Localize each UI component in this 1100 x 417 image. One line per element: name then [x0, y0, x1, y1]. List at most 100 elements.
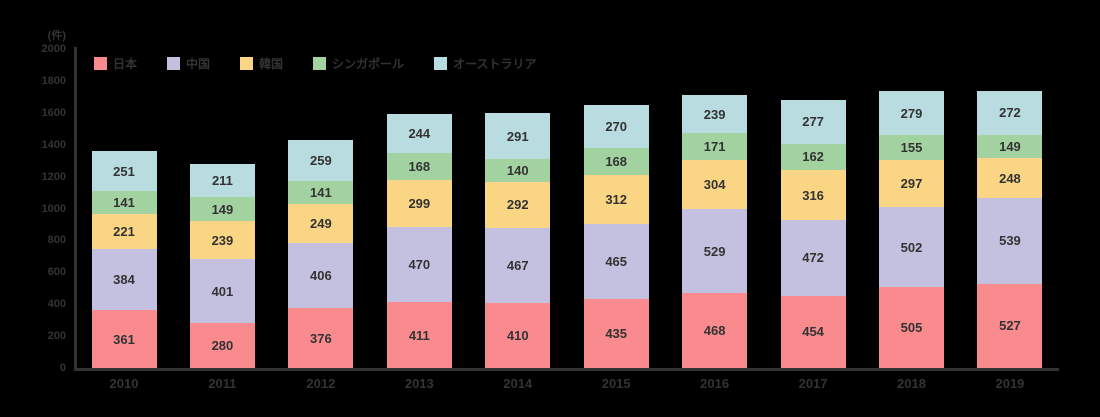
legend-swatch-icon [94, 57, 107, 70]
bar-segment-value: 376 [310, 330, 332, 346]
bar-segment-value: 162 [802, 149, 824, 165]
y-tick-label: 1800 [41, 74, 66, 87]
bar-segment: 248 [977, 158, 1043, 198]
x-tick-label: 2019 [995, 376, 1025, 391]
bar-segment: 527 [977, 283, 1043, 368]
bar-segment-value: 467 [506, 257, 529, 273]
bar-segment-value: 291 [506, 128, 529, 144]
bar-segment-value: 539 [999, 233, 1021, 249]
bar-segment-value: 239 [211, 232, 234, 248]
bar-segment-value: 277 [802, 114, 824, 130]
bar-segment: 361 [91, 310, 157, 368]
bar-segment: 249 [288, 203, 354, 244]
x-tick-label: 2018 [897, 376, 926, 391]
bar-segment: 505 [879, 287, 945, 368]
bar-segment-value: 470 [408, 257, 431, 273]
legend-swatch-icon [434, 57, 448, 70]
bar-segment-value: 168 [605, 153, 628, 169]
bar-segment: 149 [977, 134, 1043, 159]
bar-segment-value: 406 [310, 268, 332, 284]
bar-segment-value: 155 [900, 140, 923, 156]
bar-segment-value: 280 [211, 338, 234, 354]
legend-item-3: シンガポール [313, 55, 404, 72]
bar-segment-value: 221 [113, 224, 135, 240]
legend-label: 日本 [113, 57, 138, 71]
bar-segment-value: 171 [703, 139, 726, 155]
y-tick-label: 800 [47, 234, 66, 247]
bar-segment-value: 270 [605, 118, 628, 134]
bar-segment: 410 [485, 302, 551, 368]
y-tick-label: 400 [47, 298, 66, 311]
bar-segment-value: 168 [408, 158, 431, 174]
x-tick-label: 2015 [601, 376, 631, 391]
bar-segment-value: 259 [310, 152, 332, 168]
x-tick-label: 2011 [208, 376, 237, 391]
bar-segment-value: 249 [310, 215, 332, 231]
bar-segment: 279 [879, 90, 945, 136]
y-axis-line [74, 47, 77, 371]
bar-segment: 304 [682, 160, 748, 209]
bar-segment: 277 [780, 99, 846, 145]
bar-segment: 465 [583, 224, 649, 299]
bar-segment: 280 [189, 323, 255, 368]
y-tick-label: 2000 [41, 43, 66, 55]
bar-segment: 297 [879, 160, 945, 208]
legend-swatch-icon [167, 57, 181, 70]
x-tick-label: 2016 [700, 376, 730, 391]
bar-segment: 435 [583, 298, 649, 368]
bar-segment-value: 316 [802, 187, 824, 203]
x-axis-line [74, 368, 1059, 371]
x-tick-label: 2012 [306, 376, 336, 391]
bar-segment: 468 [682, 293, 748, 368]
bar-segment: 539 [977, 197, 1043, 284]
bar-segment: 168 [583, 147, 649, 175]
bar-segment: 141 [288, 181, 354, 204]
bar-segment: 259 [288, 139, 354, 182]
bar-segment-value: 361 [113, 331, 135, 347]
legend-swatch-icon [313, 57, 327, 70]
y-axis-unit-label: (件) [47, 30, 66, 42]
bar-segment-value: 299 [408, 196, 431, 212]
bar-segment-value: 411 [408, 327, 430, 343]
bar-segment: 384 [91, 249, 157, 311]
legend-label: 韓国 [259, 57, 284, 71]
legend-item-1: 中国 [167, 55, 210, 72]
bar-segment: 299 [386, 179, 452, 228]
bar-segment-value: 248 [999, 170, 1021, 186]
bar-segment-value: 502 [900, 239, 923, 255]
legend: 日本 中国 韓国 シンガポール オーストラリア [94, 55, 536, 72]
bar-segment: 244 [386, 114, 452, 153]
bar-segment: 502 [879, 207, 945, 288]
bar-segment: 251 [91, 151, 157, 192]
bar-segment: 149 [189, 197, 255, 222]
y-tick-label: 1400 [41, 138, 66, 151]
bar-segment-value: 140 [506, 162, 529, 178]
bar-segment: 376 [288, 308, 354, 368]
bar-segment-value: 141 [113, 195, 135, 211]
y-tick-label: 1000 [41, 202, 66, 215]
x-tick-label: 2013 [404, 376, 434, 391]
bar-segment: 470 [386, 227, 452, 303]
bar-segment: 272 [977, 91, 1043, 135]
bar-segment-value: 529 [703, 243, 726, 259]
y-tick-label: 200 [47, 330, 66, 343]
bar-segment-value: 279 [900, 105, 923, 121]
x-tick-label: 2014 [503, 376, 533, 391]
bar-segment-value: 505 [900, 320, 923, 336]
legend-label: シンガポール [332, 57, 405, 71]
bar-segment-value: 244 [408, 126, 431, 142]
bar-segment-value: 454 [802, 324, 824, 340]
legend-swatch-icon [240, 57, 254, 70]
bar-segment-value: 149 [211, 201, 234, 217]
bar-segment-value: 304 [703, 177, 726, 193]
bar-segment-value: 401 [211, 283, 234, 299]
bar-segment: 406 [288, 243, 354, 309]
bar-segment: 270 [583, 104, 649, 148]
legend-item-2: 韓国 [240, 55, 283, 72]
y-tick-label: 1600 [41, 106, 66, 119]
bar-segment-value: 149 [999, 139, 1021, 155]
legend-item-4: オーストラリア [434, 55, 536, 72]
bar-segment: 162 [780, 144, 846, 170]
bar-segment-value: 465 [605, 254, 628, 270]
bar-segment-value: 211 [211, 173, 233, 189]
